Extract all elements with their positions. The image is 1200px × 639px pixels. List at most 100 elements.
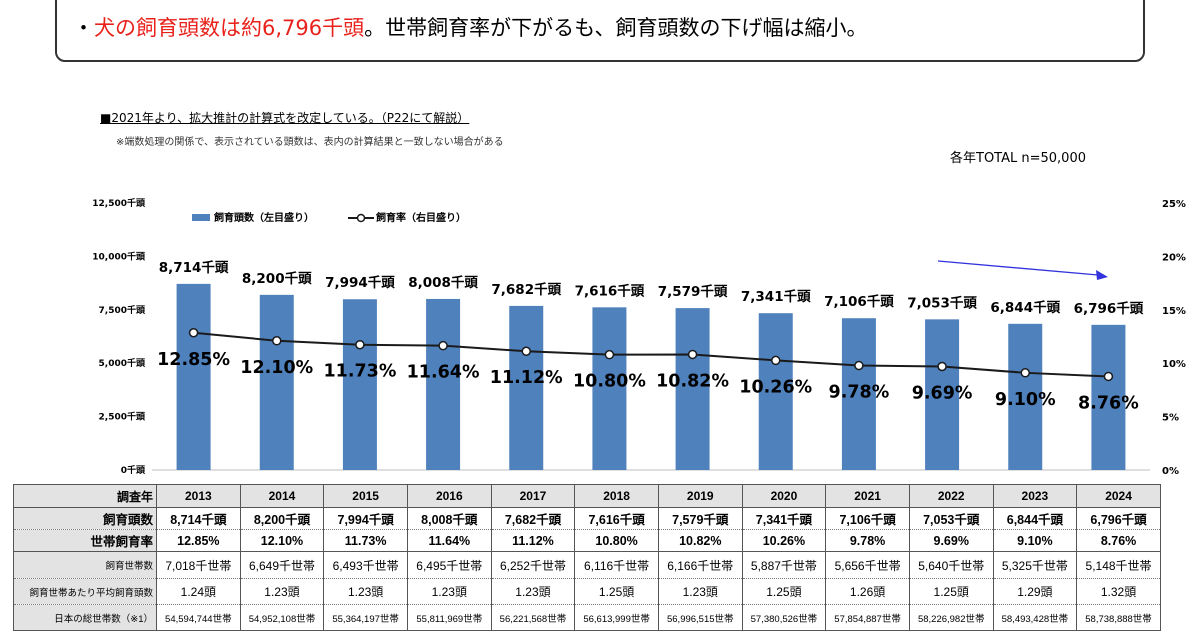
headline-bullet: ・	[73, 16, 94, 40]
legend-bar-swatch	[192, 214, 210, 221]
table-cell: 1.23頭	[490, 578, 576, 605]
table-cell: 6,844千頭	[992, 507, 1078, 530]
bar-value-label: 8,714千頭	[159, 259, 229, 276]
ownership-rate-row: 世帯飼育率 12.85% 12.10% 11.73% 11.64% 11.12% 10.80…	[13, 529, 1161, 552]
rate-point-2013	[188, 328, 199, 338]
table-cell: 2023	[992, 484, 1078, 508]
table-cell: 2018	[574, 484, 659, 508]
bar-value-label: 7,616千頭	[575, 282, 645, 299]
table-cell: 5,887千世帯	[741, 551, 827, 579]
table-cell: 7,616千頭	[574, 507, 659, 530]
bar-2015	[342, 299, 377, 470]
table-cell: 11.73%	[323, 529, 408, 552]
bar-value-label: 7,106千頭	[824, 293, 894, 310]
table-cell: 6,252千世帯	[490, 551, 576, 579]
left-tick-label: 5,000千頭	[99, 357, 146, 369]
table-cell: 8.76%	[1076, 529, 1161, 552]
bar-2016	[426, 298, 461, 470]
table-cell: 1.23頭	[323, 578, 408, 605]
table-cell: 12.85%	[156, 529, 241, 552]
row-header: 調査年	[13, 484, 157, 508]
bar-value-label: 7,994千頭	[325, 274, 395, 291]
rate-value-label: 9.69%	[912, 384, 973, 404]
table-cell: 54,594,744世帯	[156, 604, 241, 631]
bar-2022	[925, 319, 960, 470]
right-tick-label: 20%	[1162, 252, 1186, 263]
bar-value-label: 6,844千頭	[990, 299, 1060, 316]
bar-value-label: 8,200千頭	[242, 270, 312, 287]
trend-arrow-head	[1096, 270, 1108, 280]
table-cell: 2020	[741, 484, 827, 508]
avg-per-household-row: 飼育世帯あたり平均飼育頭数 1.24頭 1.23頭 1.23頭 1.23頭 1.23頭 1.…	[13, 578, 1161, 605]
table-cell: 1.23頭	[406, 578, 492, 605]
table-cell: 55,364,197世帯	[323, 604, 408, 631]
right-axis: 0% 5% 10% 15% 20% 25%	[1162, 199, 1186, 477]
table-cell: 7,579千頭	[657, 507, 743, 530]
table-cell: 6,493千世帯	[323, 551, 408, 579]
table-cell: 2015	[323, 484, 408, 508]
table-cell: 7,106千頭	[825, 507, 910, 530]
rate-point-2014	[272, 336, 282, 346]
table-cell: 5,656千世帯	[825, 551, 910, 579]
table-cell: 7,682千頭	[490, 507, 576, 530]
legend-line-label: 飼育率（右目盛り）	[375, 211, 466, 224]
table-cell: 1.25頭	[908, 578, 994, 605]
table-cell: 2014	[239, 484, 325, 508]
data-table: 調査年 2013 2014 2015 2016 2017 2018 2019 2020 2021 2…	[13, 484, 1161, 631]
rate-point-2020	[771, 355, 781, 366]
table-cell: 10.80%	[574, 529, 659, 552]
bar-2017	[509, 305, 544, 470]
trend-arrow-icon	[937, 260, 1108, 280]
left-axis: 0千頭 2,500千頭 5,000千頭 7,500千頭 10,000千頭 12,500千頭	[92, 197, 1150, 476]
bar-value-label: 7,053千頭	[907, 294, 977, 311]
table-cell: 7,994千頭	[323, 507, 408, 530]
sample-size-note: 各年TOTAL n=50,000	[950, 151, 1086, 166]
row-header: 飼育世帯数	[13, 551, 157, 579]
table-cell: 5,148千世帯	[1076, 551, 1161, 579]
bar-value-label: 8,008千頭	[408, 274, 478, 291]
table-cell: 8,200千頭	[239, 507, 325, 530]
rate-value-label: 11.12%	[490, 368, 563, 388]
table-cell: 55,811,969世帯	[406, 604, 492, 631]
table-cell: 2024	[1076, 484, 1161, 508]
table-cell: 6,649千世帯	[239, 551, 325, 579]
line-series	[188, 328, 1114, 382]
bar-2021	[841, 318, 876, 470]
table-cell: 1.29頭	[992, 578, 1078, 605]
table-cell: 11.64%	[406, 529, 492, 552]
right-tick-label: 25%	[1162, 199, 1186, 210]
rate-point-2024	[1103, 371, 1114, 382]
bar-2023	[1008, 323, 1043, 470]
right-tick-label: 0%	[1162, 466, 1179, 477]
legend: 飼育頭数（左目盛り） 飼育率（右目盛り）	[192, 211, 466, 224]
table-cell: 58,493,428世帯	[992, 604, 1078, 631]
table-cell: 8,008千頭	[406, 507, 492, 530]
table-cell: 6,166千世帯	[657, 551, 743, 579]
table-cell: 12.10%	[239, 529, 325, 552]
left-tick-label: 7,500千頭	[99, 304, 146, 316]
dog-count-row: 飼育頭数 8,714千頭 8,200千頭 7,994千頭 8,008千頭 7,682千頭 7…	[13, 507, 1161, 530]
table-cell: 1.24頭	[156, 578, 241, 605]
row-header: 飼育頭数	[13, 507, 157, 530]
row-header: 日本の総世帯数（※1）	[13, 604, 157, 631]
table-cell: 1.26頭	[825, 578, 910, 605]
bar-2013	[176, 283, 211, 470]
rate-value-label: 10.82%	[656, 371, 729, 391]
bar-2024	[1091, 324, 1126, 470]
headline-rest: 。世帯飼育率が下がるも、飼育頭数の下げ幅は縮小。	[364, 16, 868, 40]
table-cell: 58,738,888世帯	[1076, 604, 1161, 631]
rate-value-label: 11.64%	[407, 363, 480, 383]
method-note: ■2021年より、拡大推計の計算式を改定している。（P22にて解説）	[100, 111, 470, 125]
table-cell: 2016	[406, 484, 492, 508]
legend-line-marker	[356, 213, 366, 223]
ownership-rate-line	[193, 331, 1109, 378]
row-header: 世帯飼育率	[13, 529, 157, 552]
table-cell: 2022	[908, 484, 994, 508]
total-households-row: 日本の総世帯数（※1） 54,594,744世帯 54,952,108世帯 55,36…	[13, 604, 1161, 631]
table-cell: 2021	[825, 484, 910, 508]
bar-value-label: 7,682千頭	[491, 281, 561, 298]
right-tick-label: 5%	[1162, 413, 1179, 424]
bar-2018	[592, 307, 627, 470]
table-cell: 1.32頭	[1076, 578, 1161, 605]
table-cell: 1.23頭	[657, 578, 743, 605]
